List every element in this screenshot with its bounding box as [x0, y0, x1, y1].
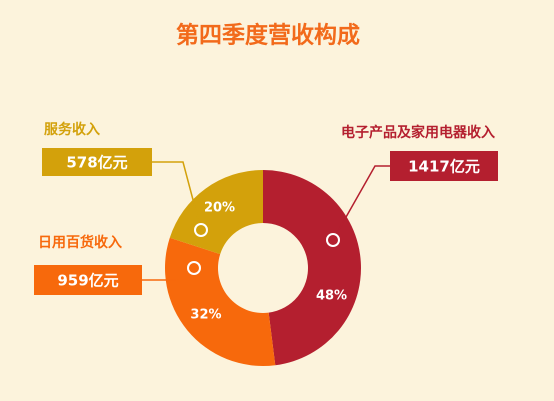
- slice-label: 32%: [190, 308, 221, 323]
- leader-line: [332, 165, 390, 241]
- leader-dot: [187, 261, 201, 275]
- leader-line: [152, 161, 202, 231]
- leader-dot: [326, 233, 340, 247]
- pie-slice: [169, 170, 263, 255]
- leader-dot: [194, 223, 208, 237]
- amount-label: 959亿元: [57, 272, 118, 290]
- pie-slice: [263, 170, 361, 366]
- category-label: 电子产品及家用电器收入: [341, 124, 495, 141]
- amount-box: [34, 265, 142, 295]
- amount-box: [42, 148, 152, 176]
- leader-line: [142, 267, 195, 281]
- chart-title: 第四季度营收构成: [176, 22, 360, 49]
- amount-label: 578亿元: [66, 154, 127, 172]
- slice-label: 48%: [316, 288, 347, 303]
- slice-label: 20%: [204, 201, 235, 216]
- amount-box: [390, 151, 498, 181]
- amount-label: 1417亿元: [408, 158, 480, 176]
- category-label: 服务收入: [44, 121, 100, 138]
- category-label: 日用百货收入: [38, 234, 122, 251]
